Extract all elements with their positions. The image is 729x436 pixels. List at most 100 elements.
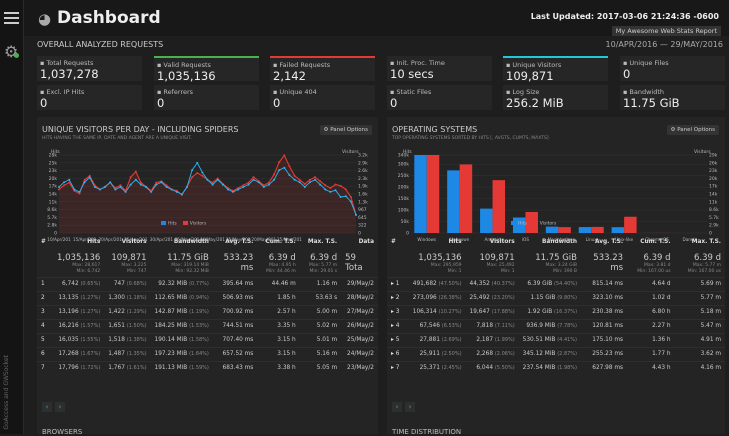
cell-value: 19,647 bbox=[470, 309, 490, 315]
col-header[interactable]: Avg. T.S. bbox=[581, 235, 627, 249]
visitors-point bbox=[329, 191, 331, 193]
table-cell: 29/May/2 bbox=[341, 277, 378, 291]
y2-tick-label: 17k bbox=[709, 184, 718, 190]
prev-page-button[interactable]: ‹ bbox=[392, 402, 402, 412]
col-header[interactable]: Hits bbox=[53, 235, 104, 249]
os-title: OPERATING SYSTEMS bbox=[392, 125, 477, 134]
visitors-point bbox=[119, 186, 121, 188]
visitors-point bbox=[247, 184, 249, 186]
col-header[interactable]: Hits bbox=[405, 235, 466, 249]
summary-max: 6.39 d bbox=[679, 253, 721, 263]
summary-max-min: Min: 29.01 s bbox=[304, 269, 337, 275]
table-cell: 112.65 MiB (0.94%) bbox=[151, 291, 213, 305]
col-header[interactable]: Visitors bbox=[104, 235, 150, 249]
col-header[interactable]: Cum. T.S. bbox=[257, 235, 299, 249]
hits-point bbox=[273, 173, 275, 175]
col-header[interactable]: # bbox=[37, 235, 53, 249]
os-panel-options-button[interactable]: ⚙ Panel Options bbox=[667, 125, 720, 135]
cell-percent: (1.38%) bbox=[127, 337, 147, 343]
cell-percent: (1.59%) bbox=[189, 365, 209, 371]
col-header[interactable]: Cum. T.S. bbox=[627, 235, 675, 249]
table-cell: 1,422 (1.29%) bbox=[104, 305, 150, 319]
visitors-point bbox=[227, 188, 229, 190]
visitors-point bbox=[191, 169, 193, 171]
table-cell: 197.23 MiB (1.64%) bbox=[151, 347, 213, 361]
table-cell: 5.01 m bbox=[300, 333, 341, 347]
prev-page-button[interactable]: ‹ bbox=[42, 402, 52, 412]
legend-hits: Hits bbox=[168, 222, 177, 227]
cell-percent: (5.50%) bbox=[495, 365, 515, 371]
table-cell: 1.15 GiB (9.80%) bbox=[519, 291, 581, 305]
visitors-point bbox=[237, 188, 239, 190]
cell-value: 936.9 MiB bbox=[526, 323, 555, 329]
col-header[interactable]: Avg. T.S. bbox=[213, 235, 257, 249]
header: ◕ Dashboard Last Updated: 2017-03-06 21:… bbox=[24, 0, 729, 36]
visitors-point bbox=[135, 179, 137, 181]
table-cell: 1,767 (1.61%) bbox=[104, 361, 150, 375]
hits-point bbox=[155, 182, 157, 184]
overall-title: OVERALL ANALYZED REQUESTS bbox=[37, 40, 163, 49]
visitors-point bbox=[78, 191, 80, 193]
table-cell: 4.91 m bbox=[675, 333, 725, 347]
col-header[interactable]: Max. T.S. bbox=[675, 235, 725, 249]
gear-icon[interactable]: ⚙ bbox=[4, 42, 18, 61]
time-distribution-title: TIME DISTRIBUTION bbox=[392, 428, 461, 436]
cell-value: 6 bbox=[41, 351, 45, 357]
cell-value: 6.39 GiB bbox=[527, 281, 552, 287]
col-header[interactable]: Data bbox=[341, 235, 378, 249]
visitors-point bbox=[130, 184, 132, 186]
y2-tick-label: 2.6k bbox=[358, 168, 368, 174]
cell-percent: (1.18%) bbox=[127, 295, 147, 301]
cell-value: 323.10 ms bbox=[592, 295, 623, 301]
cell-value: 24/May/2 bbox=[347, 351, 374, 357]
os-subtitle: TOP OPERATING SYSTEMS SORTED BY HITS [, … bbox=[392, 136, 549, 141]
tile-label: Log Size bbox=[512, 88, 539, 96]
legend-visitors: Visitors bbox=[190, 222, 207, 227]
cell-percent: (9.80%) bbox=[557, 295, 577, 301]
menu-icon[interactable] bbox=[4, 12, 19, 27]
next-page-button[interactable]: › bbox=[405, 402, 415, 412]
visitors-point bbox=[176, 191, 178, 193]
col-header[interactable]: Visitors bbox=[466, 235, 519, 249]
table-cell: 273,096 (26.38%) bbox=[405, 291, 466, 305]
sidebar-credit[interactable]: GoAccess and GWSocket bbox=[3, 355, 10, 430]
table-cell: 683.43 ms bbox=[213, 361, 257, 375]
cell-value: 25,492 bbox=[470, 295, 490, 301]
visitors-title: UNIQUE VISITORS PER DAY - INCLUDING SPID… bbox=[42, 125, 239, 134]
cell-value: 27,881 bbox=[420, 337, 440, 343]
cell-value: 5.05 m bbox=[317, 365, 337, 371]
col-header[interactable]: Bandwidth bbox=[519, 235, 581, 249]
col-header[interactable]: Bandwidth bbox=[151, 235, 213, 249]
table-cell: 5 bbox=[37, 333, 53, 347]
cell-value: 44,352 bbox=[470, 281, 490, 287]
cell-value: 53.63 s bbox=[316, 295, 337, 301]
visitors-point bbox=[242, 186, 244, 188]
cell-percent: (6.53%) bbox=[442, 323, 462, 329]
col-header[interactable]: Max. T.S. bbox=[300, 235, 341, 249]
hits-point bbox=[329, 187, 331, 189]
hits-point bbox=[278, 161, 280, 163]
table-cell: 707.40 ms bbox=[213, 333, 257, 347]
visitors-panel-options-button[interactable]: ⚙ Panel Options bbox=[320, 125, 373, 135]
y-tick-label: 28k bbox=[49, 153, 58, 159]
visitors-point bbox=[89, 176, 91, 178]
hits-point bbox=[84, 179, 86, 181]
next-page-button[interactable]: › bbox=[55, 402, 65, 412]
col-header[interactable]: # bbox=[387, 235, 405, 249]
